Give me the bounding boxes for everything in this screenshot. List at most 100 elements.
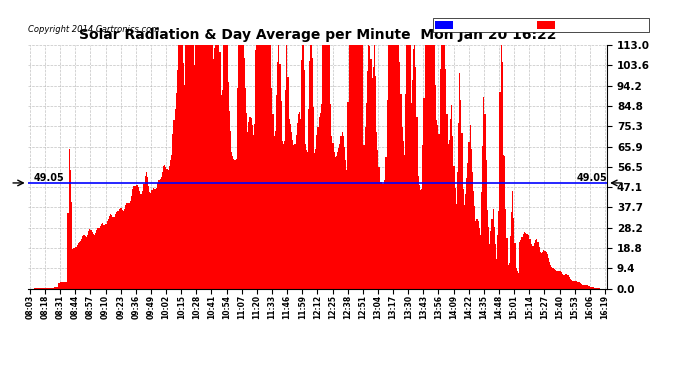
Bar: [142, 190, 144, 289]
Bar: [92, 234, 94, 289]
Bar: [139, 191, 140, 289]
Bar: [579, 282, 580, 289]
Bar: [532, 246, 533, 289]
Text: 49.05: 49.05: [33, 173, 64, 183]
Bar: [380, 182, 381, 289]
Bar: [70, 170, 71, 289]
Bar: [390, 45, 391, 289]
Bar: [360, 45, 361, 289]
Bar: [213, 59, 214, 289]
Bar: [113, 217, 115, 289]
Bar: [39, 288, 40, 289]
Bar: [443, 45, 444, 289]
Bar: [281, 101, 282, 289]
Bar: [121, 210, 123, 289]
Bar: [500, 92, 501, 289]
Bar: [344, 147, 345, 289]
Bar: [177, 70, 178, 289]
Bar: [445, 69, 446, 289]
Bar: [159, 179, 161, 289]
Bar: [501, 45, 502, 289]
Bar: [498, 211, 500, 289]
Bar: [524, 232, 525, 289]
Bar: [467, 163, 469, 289]
Bar: [155, 189, 156, 289]
Bar: [459, 73, 460, 289]
Bar: [238, 45, 239, 289]
Bar: [171, 154, 172, 289]
Bar: [518, 273, 519, 289]
Bar: [565, 274, 566, 289]
Bar: [388, 45, 389, 289]
Bar: [482, 146, 483, 289]
Bar: [333, 152, 335, 289]
Bar: [214, 48, 215, 289]
Bar: [596, 288, 598, 289]
Bar: [415, 67, 417, 289]
Bar: [563, 275, 564, 289]
Bar: [383, 184, 384, 289]
Bar: [484, 114, 486, 289]
Bar: [483, 98, 484, 289]
Bar: [437, 125, 438, 289]
Bar: [231, 152, 232, 289]
Bar: [371, 78, 373, 289]
Bar: [515, 268, 517, 289]
Bar: [488, 227, 489, 289]
Bar: [313, 108, 314, 289]
Bar: [271, 88, 273, 289]
Bar: [495, 244, 496, 289]
Bar: [252, 125, 253, 289]
Bar: [299, 112, 300, 289]
Bar: [147, 177, 148, 289]
Bar: [335, 157, 336, 289]
Bar: [209, 45, 210, 289]
Bar: [240, 45, 241, 289]
Bar: [351, 45, 352, 289]
Bar: [338, 148, 339, 289]
Bar: [73, 248, 75, 289]
Bar: [96, 230, 97, 289]
Bar: [77, 245, 78, 289]
Bar: [506, 238, 508, 289]
Bar: [367, 72, 368, 289]
Bar: [462, 189, 464, 289]
Bar: [115, 214, 116, 289]
Bar: [496, 259, 497, 289]
Bar: [564, 274, 565, 289]
Bar: [531, 244, 532, 289]
Bar: [149, 192, 150, 289]
Bar: [63, 282, 64, 289]
Title: Solar Radiation & Day Average per Minute  Mon Jan 20 16:22: Solar Radiation & Day Average per Minute…: [79, 28, 556, 42]
Bar: [157, 183, 159, 289]
Bar: [181, 45, 183, 289]
Bar: [81, 239, 82, 289]
Bar: [295, 135, 297, 289]
Bar: [548, 258, 549, 289]
Bar: [410, 45, 411, 289]
Bar: [141, 194, 142, 289]
Bar: [441, 45, 442, 289]
Bar: [277, 62, 278, 289]
Bar: [293, 145, 295, 289]
Bar: [413, 49, 414, 289]
Bar: [127, 203, 128, 289]
Bar: [339, 144, 340, 289]
Bar: [381, 182, 382, 289]
Bar: [395, 45, 396, 289]
Bar: [49, 288, 50, 289]
Bar: [193, 45, 194, 289]
Bar: [235, 159, 237, 289]
Bar: [448, 140, 450, 289]
Bar: [522, 234, 524, 289]
Bar: [538, 242, 539, 289]
Bar: [542, 252, 543, 289]
Bar: [481, 192, 482, 289]
Bar: [574, 281, 575, 289]
Bar: [161, 177, 162, 289]
Bar: [71, 202, 72, 289]
Bar: [175, 109, 176, 289]
Bar: [223, 45, 224, 289]
Bar: [419, 185, 420, 289]
Bar: [589, 286, 591, 289]
